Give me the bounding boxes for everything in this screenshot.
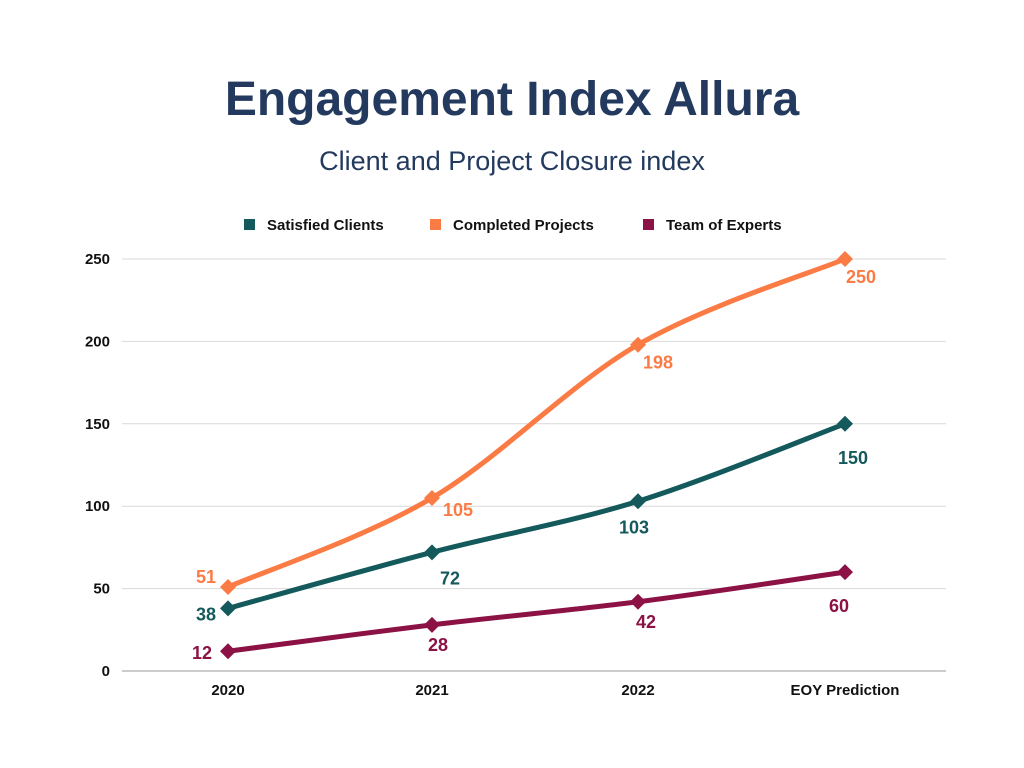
legend-label: Completed Projects [453, 217, 594, 234]
data-point-marker [220, 578, 236, 595]
data-point-marker [630, 593, 646, 610]
data-point-marker [630, 493, 646, 510]
data-point-marker [220, 643, 236, 660]
data-label: 42 [636, 612, 656, 632]
data-label: 12 [192, 643, 212, 663]
series-line [225, 421, 848, 611]
data-label: 28 [428, 635, 448, 655]
y-tick-label: 0 [102, 663, 110, 680]
y-tick-label: 150 [85, 416, 110, 433]
x-tick-label: 2021 [415, 682, 448, 699]
legend-swatch [244, 219, 255, 230]
y-tick-label: 250 [85, 251, 110, 268]
data-label: 103 [619, 517, 649, 537]
data-point-marker [424, 544, 440, 561]
data-point-marker [220, 600, 236, 617]
data-point-marker [424, 489, 440, 506]
data-label: 60 [829, 596, 849, 616]
data-point-marker [837, 415, 853, 432]
data-point-marker [837, 251, 853, 267]
data-label: 38 [196, 604, 216, 624]
series-line [225, 256, 848, 590]
y-tick-label: 200 [85, 333, 110, 350]
x-tick-label: 2022 [621, 682, 654, 699]
legend-swatch [643, 219, 654, 230]
data-point-marker [837, 564, 853, 581]
data-label: 150 [838, 448, 868, 468]
data-label: 72 [440, 568, 460, 588]
legend-swatch [430, 219, 441, 230]
data-point-marker [630, 336, 646, 353]
series-line [225, 569, 848, 654]
legend-label: Team of Experts [666, 217, 782, 234]
x-tick-label: EOY Prediction [791, 682, 900, 699]
x-tick-label: 2020 [211, 682, 244, 699]
chart-subtitle: Client and Project Closure index [319, 146, 705, 176]
data-label: 51 [196, 567, 216, 587]
data-label: 198 [643, 353, 673, 373]
y-tick-label: 50 [93, 581, 110, 598]
y-tick-label: 100 [85, 498, 110, 515]
chart-title: Engagement Index Allura [224, 73, 800, 126]
data-label: 250 [846, 267, 876, 287]
legend-label: Satisfied Clients [267, 217, 384, 234]
data-label: 105 [443, 500, 473, 520]
data-point-marker [424, 616, 440, 633]
